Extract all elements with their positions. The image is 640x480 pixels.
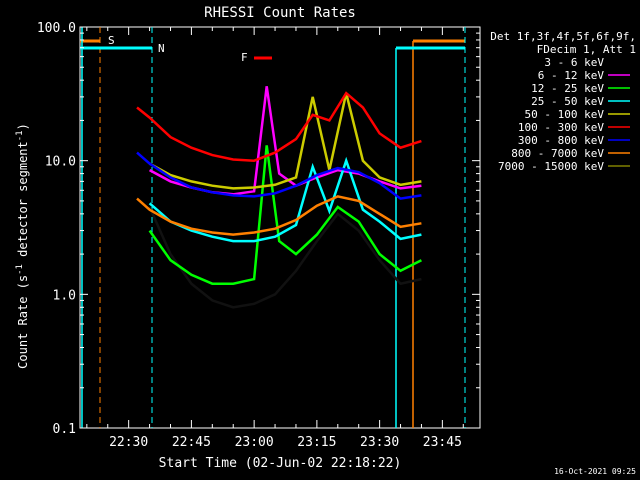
- flare-marker-label: F: [241, 51, 248, 64]
- ticks-group: 0.1 1.0 10.0 100.0 22:30 22:45 23:00 23:15 23:30…: [37, 21, 480, 450]
- series-line: [136, 91, 422, 162]
- legend-label: 3 - 6 keV: [544, 56, 604, 69]
- x-tick-label: 22:45: [172, 435, 211, 450]
- y-label-main: Count Rate (s: [16, 275, 30, 369]
- chart-title: RHESSI Count Rates: [204, 5, 356, 21]
- series-line: [148, 206, 422, 309]
- legend-label: 6 - 12 keV: [538, 69, 605, 82]
- x-tick-label: 23:15: [297, 435, 336, 450]
- legend-label: 800 - 7000 keV: [511, 147, 604, 160]
- saa-marker-label: S: [108, 34, 115, 47]
- y-label-end: ): [16, 123, 30, 130]
- legend-label: 100 - 300 keV: [518, 121, 604, 134]
- series-line: [136, 195, 422, 236]
- footer-timestamp: 16-Oct-2021 09:25: [554, 467, 636, 476]
- plot-frame: [79, 26, 481, 429]
- legend-header-line2: FDecim 1, Att 1: [537, 43, 636, 56]
- y-label-mid: detector segment: [16, 141, 30, 264]
- y-tick-label: 10.0: [45, 155, 76, 170]
- night-marker-label: N: [158, 42, 165, 55]
- legend-label: 12 - 25 keV: [531, 82, 604, 95]
- axes-group: [79, 26, 481, 429]
- legend-label: 300 - 800 keV: [518, 134, 604, 147]
- legend-label: 50 - 100 keV: [525, 108, 605, 121]
- series-line: [148, 145, 422, 285]
- y-tick-label: 0.1: [53, 422, 76, 437]
- series-group: [136, 86, 422, 309]
- x-tick-label: 23:45: [423, 435, 462, 450]
- y-tick-label: 100.0: [37, 21, 76, 36]
- series-line: [136, 151, 422, 200]
- legend-label: 25 - 50 keV: [531, 95, 604, 108]
- x-tick-label: 22:30: [109, 435, 148, 450]
- y-label-sup1: -1: [15, 264, 25, 275]
- y-tick-label: 1.0: [53, 288, 76, 303]
- x-tick-label: 23:30: [360, 435, 399, 450]
- markers-group: S N F: [80, 27, 466, 428]
- series-line: [148, 92, 422, 190]
- x-axis-label: Start Time (02-Jun-02 22:18:22): [159, 456, 402, 471]
- y-axis-label: Count Rate (s-1 detector segment-1): [15, 123, 30, 369]
- series-line: [148, 156, 422, 243]
- legend-header-line1: Det 1f,3f,4f,5f,6f,9f,: [490, 30, 636, 43]
- y-label-sup2: -1: [15, 130, 25, 141]
- legend-label: 7000 - 15000 keV: [498, 160, 604, 173]
- legend: Det 1f,3f,4f,5f,6f,9f, FDecim 1, Att 1 3…: [490, 30, 636, 173]
- x-tick-label: 23:00: [235, 435, 274, 450]
